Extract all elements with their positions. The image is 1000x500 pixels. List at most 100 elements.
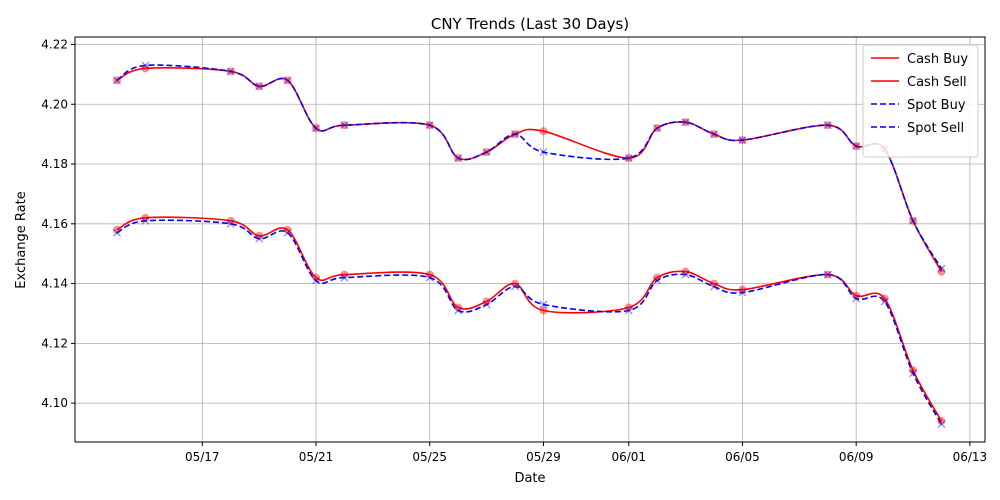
data-point-cash-buy: [425, 121, 434, 130]
y-tick-label: 4.14: [41, 277, 68, 291]
marker-stroke: [255, 234, 264, 243]
y-tick-label: 4.16: [41, 217, 68, 231]
marker-stroke: [141, 61, 150, 70]
marker-stroke: [909, 369, 917, 378]
y-tick-label: 4.20: [41, 97, 68, 111]
data-point-spot-buy: [681, 118, 690, 127]
data-point-cash-buy: [454, 154, 463, 163]
data-point-cash-sell: [710, 279, 719, 288]
y-tick-label: 4.18: [41, 157, 68, 171]
marker-stroke: [454, 306, 463, 315]
marker-stroke: [113, 76, 121, 85]
data-point-cash-buy: [823, 121, 832, 130]
data-point-cash-buy: [909, 216, 918, 225]
data-point-spot-sell: [852, 294, 861, 303]
marker-stroke: [312, 124, 320, 133]
marker-stroke: [681, 118, 690, 127]
marker-stroke: [312, 124, 320, 133]
marker-stroke: [141, 216, 150, 225]
data-point-cash-sell: [909, 366, 918, 375]
marker-stroke: [624, 306, 633, 315]
marker-stroke: [340, 121, 349, 130]
data-point-cash-buy: [255, 82, 264, 91]
series-line-cash-sell: [116, 216, 943, 422]
x-tick-label: 06/05: [725, 450, 760, 464]
legend: Cash Buy Cash Sell Spot Buy Spot Sell: [862, 44, 979, 158]
marker-stroke: [823, 270, 832, 279]
data-point-cash-buy: [710, 130, 719, 139]
marker-stroke: [681, 270, 690, 279]
marker-stroke: [852, 294, 861, 303]
marker-stroke: [511, 130, 519, 139]
marker-stroke: [283, 76, 292, 85]
marker-stroke: [141, 61, 150, 70]
data-point-cash-sell: [880, 294, 889, 303]
marker-stroke: [710, 130, 718, 139]
marker-stroke: [710, 282, 718, 291]
data-point-spot-sell: [539, 300, 548, 309]
data-point-cash-buy: [312, 124, 321, 133]
series-markers: [113, 61, 946, 429]
marker-stroke: [425, 273, 434, 282]
data-point-cash-buy: [226, 67, 235, 76]
legend-box: [862, 44, 979, 158]
data-point-spot-sell: [624, 306, 633, 315]
data-point-spot-sell: [909, 369, 917, 378]
marker-stroke: [312, 276, 320, 285]
chart-title: CNY Trends (Last 30 Days): [431, 15, 629, 33]
series-lines: [116, 64, 943, 425]
x-tick-label: 05/29: [526, 450, 561, 464]
data-point-cash-sell: [937, 417, 946, 426]
data-point-spot-sell: [226, 219, 235, 228]
marker-stroke: [937, 420, 946, 429]
data-point-cash-sell: [624, 303, 633, 312]
marker-stroke: [823, 270, 832, 279]
marker-stroke: [482, 300, 491, 309]
data-point-spot-sell: [681, 270, 690, 279]
data-point-cash-sell: [454, 303, 463, 312]
data-point-spot-sell: [141, 216, 150, 225]
plot-area-frame: [74, 36, 986, 443]
data-point-cash-buy: [681, 118, 690, 127]
data-point-cash-buy: [653, 124, 662, 133]
data-point-spot-buy: [312, 124, 320, 133]
data-point-cash-buy: [738, 136, 747, 145]
data-point-spot-sell: [880, 297, 889, 306]
x-axis-label: Date: [514, 471, 545, 486]
legend-label: Spot Sell: [907, 121, 964, 136]
data-point-cash-buy: [539, 127, 548, 136]
marker-stroke: [624, 154, 633, 163]
marker-stroke: [226, 67, 235, 76]
x-tick-label: 05/17: [185, 450, 220, 464]
marker-stroke: [283, 76, 292, 85]
marker-stroke: [624, 154, 633, 163]
marker-stroke: [255, 82, 264, 91]
marker-stroke: [937, 420, 946, 429]
data-point-cash-sell: [340, 270, 349, 279]
marker-stroke: [425, 121, 434, 130]
marker-stroke: [539, 148, 548, 157]
data-point-cash-buy: [283, 76, 292, 85]
marker-stroke: [880, 297, 889, 306]
x-tick-label: 06/01: [611, 450, 646, 464]
marker-stroke: [653, 276, 662, 285]
data-point-cash-sell: [511, 279, 520, 288]
marker-stroke: [255, 234, 264, 243]
y-axis: 4.10 4.12 4.14 4.16 4.18 4.20 4.22: [41, 37, 75, 410]
marker-stroke: [312, 276, 320, 285]
marker-stroke: [624, 306, 633, 315]
marker-stroke: [653, 276, 662, 285]
marker-stroke: [340, 273, 349, 282]
data-point-spot-sell: [425, 273, 434, 282]
marker-stroke: [937, 264, 946, 273]
marker-stroke: [454, 154, 463, 163]
legend-label: Cash Sell: [907, 75, 967, 90]
marker-stroke: [482, 148, 491, 157]
data-point-spot-buy: [255, 82, 264, 91]
data-point-spot-buy: [738, 136, 747, 145]
data-point-cash-buy: [141, 64, 150, 73]
marker-stroke: [226, 67, 235, 76]
marker-stroke: [852, 142, 861, 151]
data-point-cash-sell: [738, 285, 747, 294]
x-tick-label: 06/09: [839, 450, 874, 464]
